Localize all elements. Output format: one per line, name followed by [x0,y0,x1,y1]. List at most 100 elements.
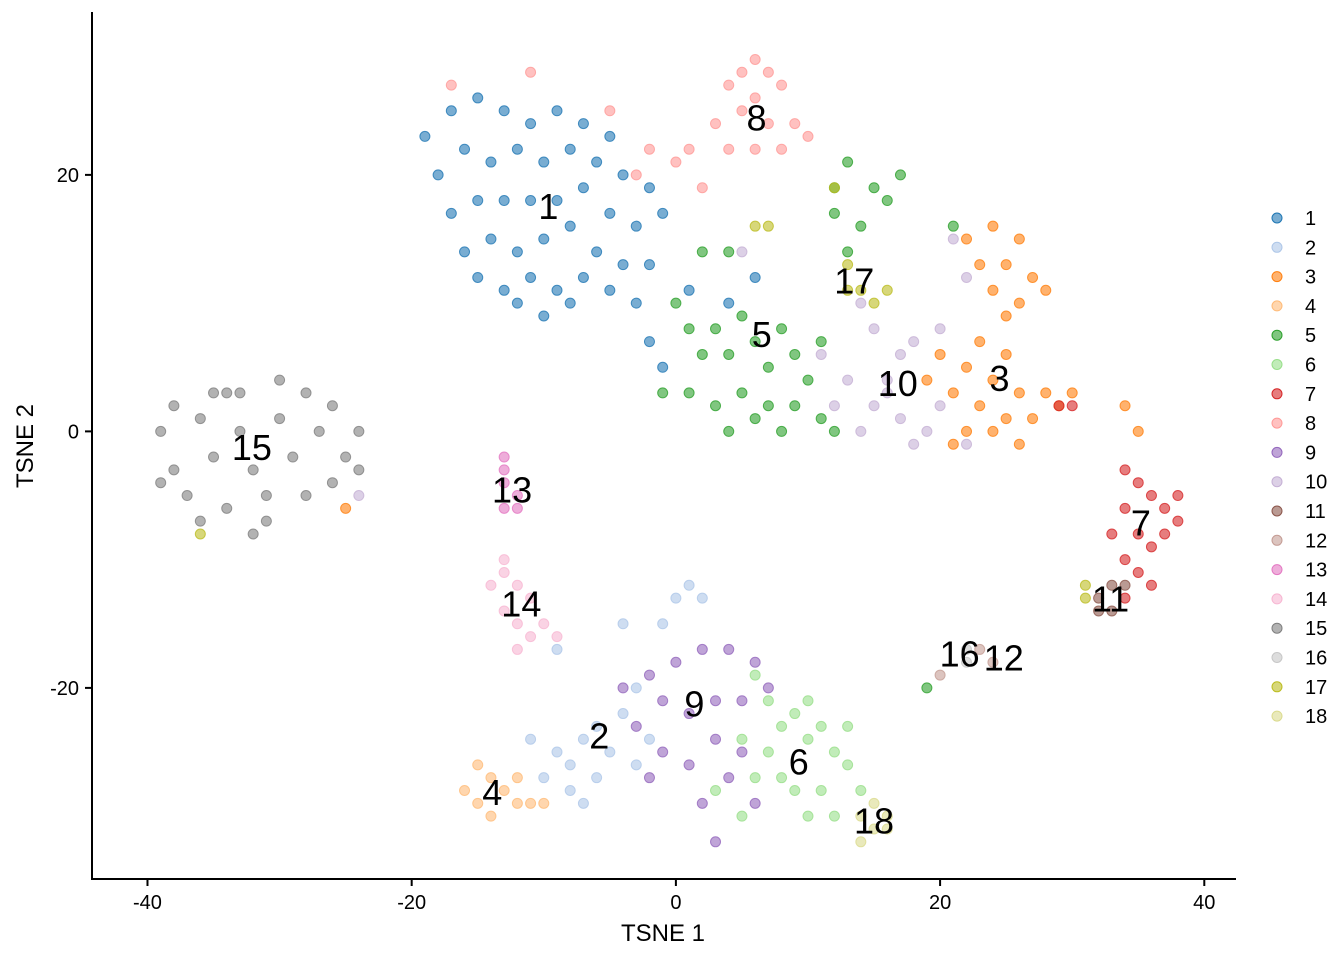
data-point-cluster-5 [736,310,748,322]
data-point-cluster-15 [260,490,272,502]
data-point-cluster-8 [525,66,537,78]
data-point-cluster-5 [762,361,774,373]
x-tick-label: -40 [133,892,162,914]
data-point-cluster-3 [1119,400,1131,412]
data-point-cluster-1 [617,169,629,181]
legend-key-1 [1271,212,1283,224]
data-point-cluster-10 [894,413,906,425]
data-point-cluster-9 [710,733,722,745]
data-point-cluster-5 [696,246,708,258]
data-point-cluster-7 [1159,502,1171,514]
data-point-cluster-5 [842,156,854,168]
data-point-cluster-14 [525,631,537,643]
data-point-cluster-2 [577,733,589,745]
data-point-cluster-15 [340,451,352,463]
data-point-cluster-17 [868,297,880,309]
data-point-cluster-9 [762,682,774,694]
data-point-cluster-3 [340,502,352,514]
data-point-cluster-2 [577,797,589,809]
data-point-cluster-18 [868,797,880,809]
data-point-cluster-9 [723,643,735,655]
data-point-cluster-5 [842,246,854,258]
data-point-cluster-15 [300,490,312,502]
data-point-cluster-1 [617,259,629,271]
data-point-cluster-8 [749,143,761,155]
data-point-cluster-3 [947,387,959,399]
x-axis-label: TSNE 1 [621,920,705,947]
data-point-cluster-5 [815,413,827,425]
data-point-cluster-1 [419,130,431,142]
data-point-cluster-9 [696,797,708,809]
data-point-cluster-13 [498,451,510,463]
data-point-cluster-1 [511,143,523,155]
data-point-cluster-6 [710,785,722,797]
data-point-cluster-9 [643,772,655,784]
data-point-cluster-10 [855,425,867,437]
data-point-cluster-15 [194,413,206,425]
data-point-cluster-17 [881,284,893,296]
data-point-cluster-14 [551,631,563,643]
y-tick-label: 20 [57,165,79,187]
data-point-cluster-18 [881,823,893,835]
data-point-cluster-1 [604,207,616,219]
data-point-cluster-3 [1000,413,1012,425]
data-point-cluster-5 [881,195,893,207]
data-point-cluster-10 [947,233,959,245]
data-point-cluster-1 [643,336,655,348]
data-point-cluster-5 [683,323,695,335]
data-point-cluster-2 [617,618,629,630]
data-point-cluster-1 [485,233,497,245]
cluster-label-1: 1 [538,186,558,227]
data-point-cluster-5 [921,682,933,694]
data-point-cluster-1 [472,92,484,104]
data-point-cluster-6 [855,785,867,797]
data-point-cluster-15 [194,515,206,527]
data-point-cluster-8 [696,182,708,194]
data-point-cluster-15 [234,387,246,399]
data-point-cluster-10 [815,348,827,360]
data-point-cluster-17 [1079,592,1091,604]
data-point-cluster-8 [736,105,748,117]
data-point-cluster-10 [855,297,867,309]
data-point-cluster-5 [776,425,788,437]
data-point-cluster-5 [894,169,906,181]
data-point-cluster-1 [604,284,616,296]
legend-label-8: 8 [1305,413,1316,435]
data-point-cluster-8 [683,143,695,155]
data-point-cluster-4 [485,810,497,822]
data-point-cluster-3 [921,374,933,386]
data-point-cluster-5 [802,374,814,386]
data-point-cluster-5 [776,323,788,335]
data-point-cluster-10 [908,438,920,450]
data-point-cluster-11 [1093,592,1105,604]
data-point-cluster-1 [525,271,537,283]
data-point-cluster-10 [842,374,854,386]
data-point-cluster-6 [842,720,854,732]
data-point-cluster-7 [1172,515,1184,527]
legend-key-18 [1271,710,1283,722]
data-point-cluster-6 [802,733,814,745]
data-point-cluster-5 [815,336,827,348]
data-point-cluster-7 [1119,592,1131,604]
data-point-cluster-2 [630,682,642,694]
legend-label-17: 17 [1305,677,1327,699]
data-point-cluster-14 [511,618,523,630]
data-point-cluster-9 [670,656,682,668]
data-point-cluster-8 [736,66,748,78]
cluster-label-18: 18 [854,800,894,841]
data-point-cluster-1 [525,118,537,130]
data-point-cluster-3 [1066,387,1078,399]
data-point-cluster-3 [947,438,959,450]
data-point-cluster-9 [683,708,695,720]
data-point-cluster-1 [630,297,642,309]
x-tick-label: -20 [397,892,426,914]
data-point-cluster-6 [842,759,854,771]
data-point-cluster-2 [617,708,629,720]
data-point-cluster-4 [498,785,510,797]
data-point-cluster-2 [670,592,682,604]
data-point-cluster-17 [842,284,854,296]
legend-key-13 [1271,564,1283,576]
cluster-label-6: 6 [789,741,809,782]
data-point-cluster-9 [723,772,735,784]
